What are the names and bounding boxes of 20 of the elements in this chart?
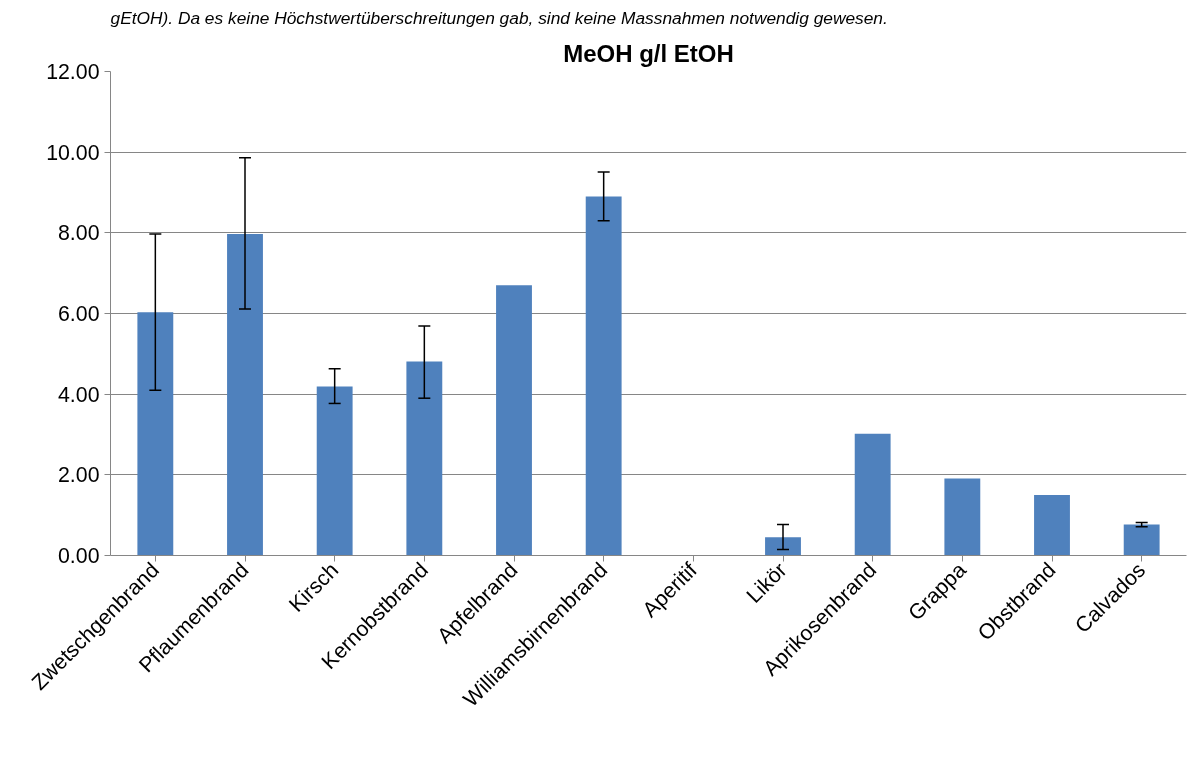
y-tick-label: 4.00 [57, 382, 100, 407]
chart-title: MeOH g/l EtOH [563, 39, 734, 67]
bar [137, 312, 174, 556]
bar [765, 537, 801, 556]
y-tick-label: 0.00 [57, 544, 100, 568]
y-tick-label: 10.00 [46, 140, 100, 165]
bar [496, 285, 532, 556]
bar [227, 234, 263, 556]
bar [1123, 524, 1160, 556]
bar [585, 196, 622, 556]
y-tick-label: 12.00 [46, 60, 100, 84]
text: gEtOH). Da es keine Höchstwertüberschreitungen gab, sind keine Massnahmen notwendig gewesen. [110, 7, 888, 28]
y-tick-label: 8.00 [57, 221, 100, 246]
y-tick-label: 6.00 [57, 302, 100, 326]
bar [316, 386, 353, 556]
bar [944, 478, 981, 556]
bar [1034, 495, 1070, 556]
bar [854, 433, 891, 556]
y-tick-label: 2.00 [57, 463, 100, 488]
bar [406, 361, 443, 556]
